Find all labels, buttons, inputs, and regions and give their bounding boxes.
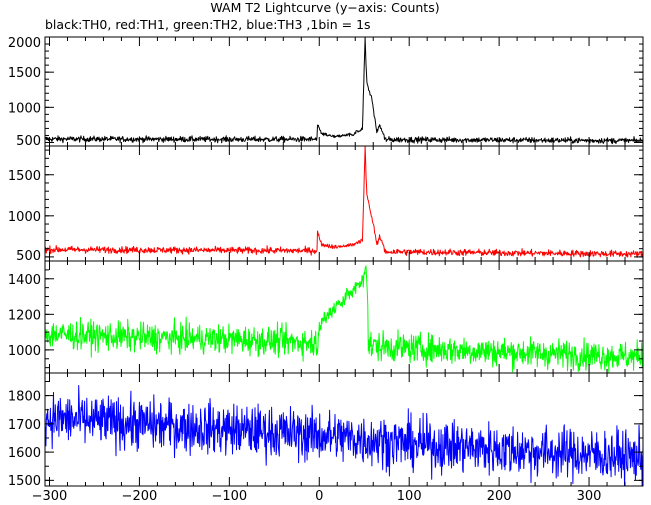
panel-3: 1500 1600 1700 1800: [8, 372, 644, 489]
x-tick-label: 300: [577, 489, 602, 504]
y-tick-label: 2000: [8, 36, 41, 51]
y-tick-label: 1500: [8, 66, 41, 81]
y-tick-label: 1200: [8, 308, 41, 323]
x-tick-label: −200: [122, 489, 158, 504]
y-tick-label: 1700: [8, 418, 41, 433]
panel-0: 500 1000 1500 2000: [8, 36, 644, 149]
series-line-2: [45, 265, 643, 373]
panel-frame: [44, 145, 644, 262]
y-tick-label: 1000: [8, 344, 41, 359]
series-line-0: [45, 37, 643, 145]
y-tick-label: 1000: [8, 210, 41, 225]
y-tick-label: 1600: [8, 446, 41, 461]
series-line-3: [45, 385, 643, 486]
panel-2: 1000 1200 1400: [8, 260, 644, 374]
series-line-1: [45, 146, 643, 258]
panel-frame: [44, 36, 644, 147]
y-tick-label: 1500: [8, 474, 41, 489]
y-tick-label: 1800: [8, 390, 41, 405]
y-tick-label: 500: [16, 249, 41, 264]
panel-1: 500 1000 1500: [8, 145, 644, 264]
y-tick-label: 500: [16, 134, 41, 149]
x-tick-label: 100: [397, 489, 422, 504]
x-tick-label: −300: [32, 489, 68, 504]
chart-subtitle: black:TH0, red:TH1, green:TH2, blue:TH3 …: [45, 17, 371, 32]
x-tick-label: −100: [211, 489, 247, 504]
panels: 500 1000 1500 2000 500 1000 1500 1000 1200 1400 15…: [8, 36, 644, 489]
y-tick-label: 1000: [8, 101, 41, 116]
x-axis: −300 −200 −100 0 100 200 300: [32, 489, 602, 504]
y-tick-label: 1400: [8, 273, 41, 288]
panel-frame: [44, 372, 644, 487]
x-tick-label: 200: [487, 489, 512, 504]
chart-title: WAM T2 Lightcurve (y−axis: Counts): [210, 0, 439, 15]
panel-frame: [44, 260, 644, 374]
x-tick-label: 0: [315, 489, 323, 504]
y-tick-label: 1500: [8, 169, 41, 184]
